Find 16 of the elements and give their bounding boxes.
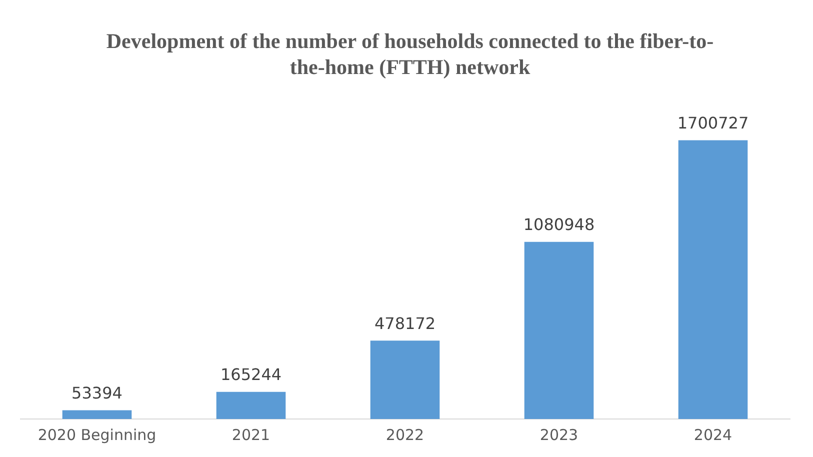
bar [524,242,594,419]
x-tick-label: 2022 [386,426,424,444]
data-label: 165244 [220,365,282,384]
chart-title: Development of the number of households connected to the fiber-to-the-home (FTTH) network [105,28,715,80]
x-tick-label: 2020 Beginning [38,426,156,444]
bar [370,340,440,419]
bar [216,392,286,419]
data-label: 53394 [72,383,122,402]
data-label: 478172 [374,314,436,333]
bar [678,140,748,419]
x-tick-label: 2021 [232,426,270,444]
bar [62,410,132,419]
x-tick-label: 2023 [540,426,578,444]
data-label: 1700727 [677,113,749,132]
x-tick-label: 2024 [694,426,732,444]
data-label: 1080948 [523,215,595,234]
